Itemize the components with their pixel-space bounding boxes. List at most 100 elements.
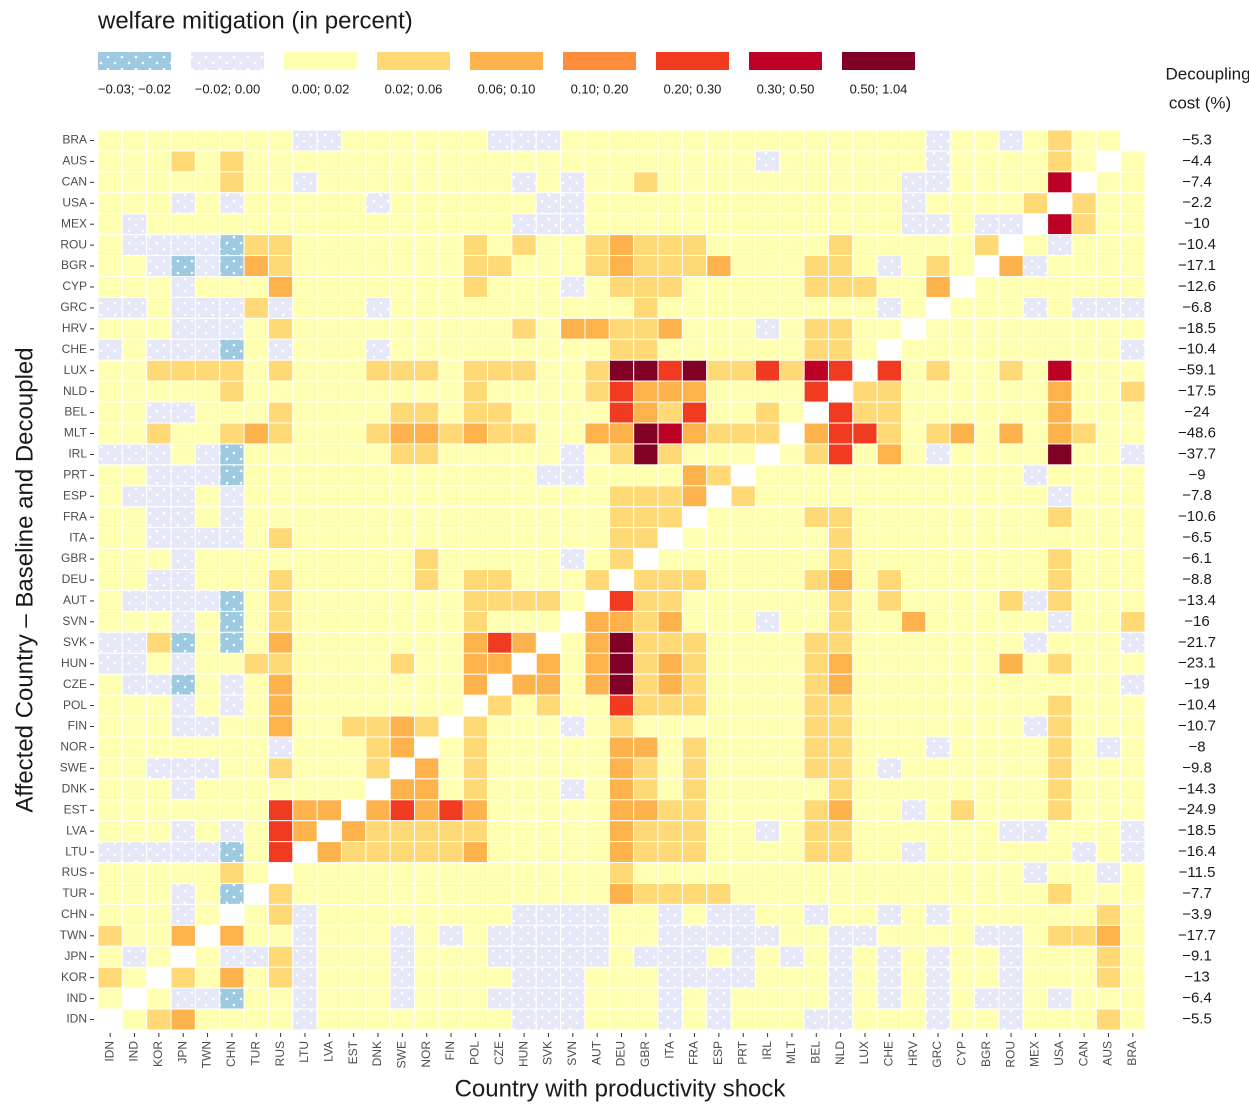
heat-cell (560, 862, 586, 884)
heat-cell (1095, 506, 1122, 529)
heat-cell (462, 276, 489, 298)
heat-cell (827, 422, 854, 445)
heat-cell (876, 443, 903, 466)
heat-cell (681, 694, 708, 717)
heat-cell (414, 841, 440, 864)
heat-cell (730, 171, 756, 194)
cell-dots (877, 297, 902, 318)
heat-cell (365, 464, 391, 487)
heat-cell (827, 338, 854, 361)
heat-cell (584, 234, 610, 257)
heat-cell (365, 213, 391, 236)
heat-cell (146, 882, 172, 905)
heat-cell (535, 234, 562, 257)
heat-cell (365, 820, 391, 843)
heat-cell (681, 610, 708, 633)
heat-cell (706, 443, 732, 466)
heat-cell (608, 422, 635, 445)
cell-dots (585, 925, 609, 946)
heat-cell (827, 882, 854, 905)
heat-cell (633, 296, 659, 319)
heat-cell (608, 945, 635, 968)
cell-dots (926, 967, 950, 988)
heat-cell (414, 987, 440, 1010)
heat-cell (243, 610, 269, 633)
x-tick-label: MEX (1028, 1041, 1042, 1067)
heat-cell (219, 359, 245, 382)
heat-cell (608, 171, 635, 194)
heat-cell (414, 1008, 440, 1031)
heat-cell (608, 924, 635, 947)
heat-cell (462, 213, 489, 236)
heat-cell (560, 652, 586, 675)
heat-cell (97, 610, 123, 633)
heat-cell (754, 589, 781, 612)
heat-cell (194, 359, 221, 382)
x-tick-label: SVN (565, 1041, 579, 1066)
heat-cell (779, 213, 805, 236)
heat-cell (949, 192, 976, 215)
heat-cell (414, 694, 440, 717)
heat-cell (608, 862, 635, 884)
heat-cell (340, 652, 367, 675)
heat-cell (1047, 317, 1073, 340)
cell-dots (122, 486, 147, 507)
heat-cell (194, 820, 221, 843)
y-tick-label: ROU (60, 237, 87, 251)
x-tick-label: AUS (1101, 1041, 1115, 1066)
y-tick-label: TWN (60, 928, 87, 942)
heat-cell (146, 987, 172, 1010)
heat-cell (974, 694, 1000, 717)
heat-cell (803, 443, 829, 466)
heat-cell (389, 631, 416, 654)
heat-cell (1047, 820, 1073, 843)
heat-cell (1022, 757, 1049, 780)
heat-cell (608, 778, 635, 801)
cell-dots (585, 946, 609, 967)
heat-cell (316, 317, 342, 340)
heat-cell (1071, 1008, 1097, 1031)
heat-cell (584, 652, 610, 675)
heat-cell (389, 820, 416, 843)
heat-cell (608, 338, 635, 361)
heat-cell (292, 338, 318, 361)
heat-cell (998, 464, 1024, 487)
heat-cell (462, 862, 489, 884)
heat-cell (243, 422, 269, 445)
heat-cell (876, 464, 903, 487)
heat-cell (779, 987, 805, 1010)
heat-cell (438, 799, 464, 822)
cell-dots (439, 925, 463, 946)
heat-cell (852, 903, 878, 926)
heat-cell (852, 192, 878, 215)
heat-cell (901, 380, 927, 403)
heat-cell (827, 485, 854, 508)
heat-cell (219, 422, 245, 445)
heat-cell (901, 296, 927, 319)
heat-cell (633, 234, 659, 257)
heat-cell (121, 171, 148, 194)
heat-cell (852, 882, 878, 905)
heat-cell (1120, 464, 1146, 487)
heat-cell (462, 527, 489, 550)
heat-cell (681, 548, 708, 571)
heat-cell (827, 673, 854, 696)
heat-cell (876, 589, 903, 612)
heat-cell (657, 506, 683, 529)
heat-cell (146, 945, 172, 968)
heat-cell (827, 862, 854, 884)
heat-cell (560, 255, 586, 278)
heat-cell (901, 820, 927, 843)
heat-cell (974, 464, 1000, 487)
row-value-label: −24 (1184, 404, 1209, 421)
heat-cell (1095, 464, 1122, 487)
heat-cell (511, 401, 537, 424)
heat-cell (754, 757, 781, 780)
y-tick-label: SWE (60, 761, 87, 775)
heat-cell (584, 213, 610, 236)
heat-cell (706, 757, 732, 780)
heat-cell (414, 192, 440, 215)
heat-cell (487, 548, 513, 571)
legend-label: −0.02; 0.00 (195, 81, 260, 96)
heat-cell (901, 485, 927, 508)
